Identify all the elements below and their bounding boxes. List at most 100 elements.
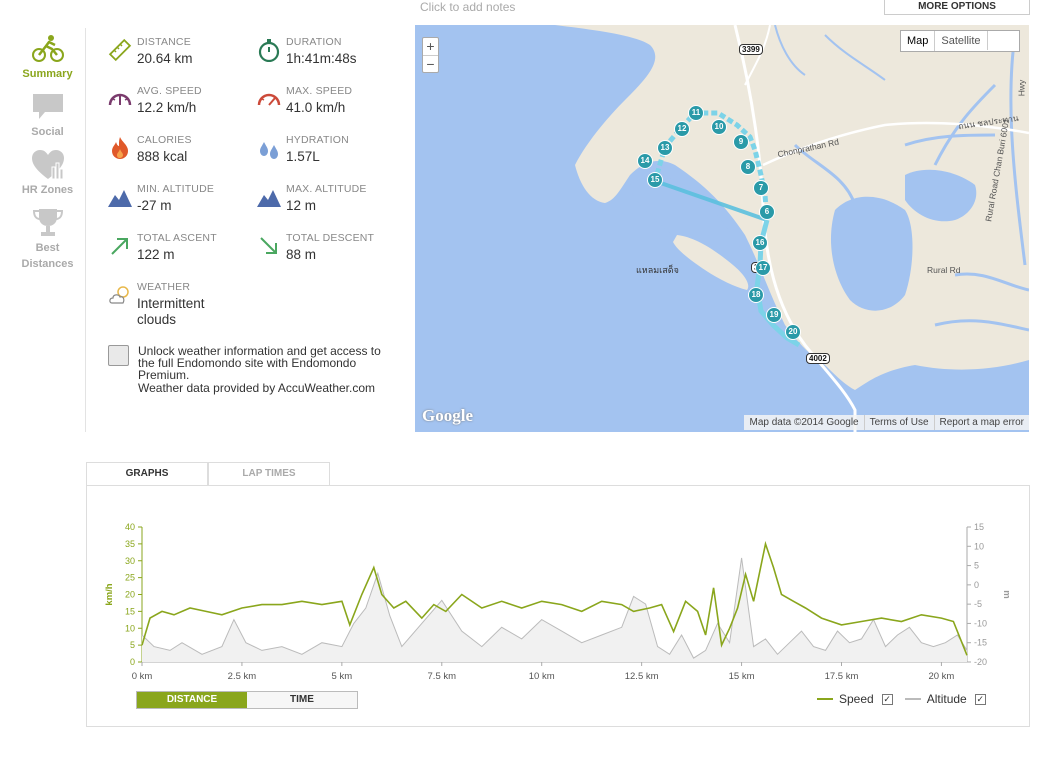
nav-social[interactable]: Social <box>10 90 85 140</box>
zoom-in-button[interactable]: + <box>426 38 435 54</box>
y-tick-label: 30 <box>125 556 135 566</box>
y-tick-label: 10 <box>125 623 135 633</box>
stat-total-ascent: TOTAL ASCENT 122 m <box>108 232 253 276</box>
arrow-down-right-icon <box>260 237 277 254</box>
gauge-icon <box>108 93 132 106</box>
stat-value: 20.64 km <box>137 51 193 66</box>
stat-max-altitude: MAX. ALTITUDE 12 m <box>257 183 402 227</box>
report-map-error-link[interactable]: Report a map error <box>933 415 1029 430</box>
stat-hydration: HYDRATION 1.57L <box>257 134 402 178</box>
stat-value: 12 m <box>286 198 317 213</box>
stat-value: 12.2 km/h <box>137 100 197 115</box>
trophy-icon <box>32 209 63 236</box>
nav-summary[interactable]: Summary <box>10 32 85 82</box>
route-marker[interactable]: 16 <box>752 235 768 251</box>
stat-value: 122 m <box>137 247 175 262</box>
y-tick-label: 20 <box>125 590 135 600</box>
y2-axis-label: m <box>1001 590 1012 598</box>
nav-label: HR Zones <box>21 184 74 196</box>
route-map[interactable]: + − Map Satellite แหลมเสด็จ Chonprathan … <box>415 25 1029 432</box>
x-tick-label: 5 km <box>332 671 353 682</box>
stat-total-descent: TOTAL DESCENT 88 m <box>257 232 402 276</box>
ruler-icon <box>108 38 132 62</box>
stat-min-altitude: MIN. ALTITUDE -27 m <box>108 183 253 227</box>
x-tick-label: 12.5 km <box>625 671 659 682</box>
more-options-button[interactable]: MORE OPTIONS <box>884 0 1030 15</box>
stat-label: HYDRATION <box>286 134 349 146</box>
chart-legend: Speed ✓ Altitude ✓ <box>817 692 998 706</box>
stat-label: DISTANCE <box>137 36 191 48</box>
route-shield: 3399 <box>739 44 763 55</box>
stat-label: AVG. SPEED <box>137 85 202 97</box>
route-marker[interactable]: 8 <box>740 159 756 175</box>
flame-icon <box>112 137 128 159</box>
route-marker[interactable]: 15 <box>647 172 663 188</box>
route-marker[interactable]: 17 <box>755 260 771 276</box>
route-marker[interactable]: 9 <box>733 134 749 150</box>
speed-altitude-chart: 0 5 10 15 20 25 30 35 40 -20 -15 -10 -5 0 5 10 15 0 km 2.5… <box>104 522 1012 682</box>
premium-text[interactable]: Unlock weather information and get acces… <box>138 344 381 382</box>
zoom-control: + − <box>422 37 439 73</box>
stat-label: CALORIES <box>137 134 192 146</box>
altitude-line <box>141 557 968 659</box>
y2-tick-label: -20 <box>974 657 987 667</box>
tab-graphs[interactable]: GRAPHS <box>86 462 208 486</box>
route-marker[interactable]: 18 <box>748 287 764 303</box>
route-marker[interactable]: 7 <box>753 180 769 196</box>
left-nav: Summary Social HR Zones Best Distances <box>10 28 86 432</box>
y2-tick-label: 5 <box>974 561 979 571</box>
y2-tick-label: -10 <box>974 618 987 628</box>
stat-label: MAX. ALTITUDE <box>286 183 367 195</box>
stat-value: 88 m <box>286 247 317 262</box>
road-label: Rural Rd <box>927 265 961 275</box>
route-marker[interactable]: 6 <box>759 204 775 220</box>
nav-best-distances[interactable]: Best Distances <box>10 206 85 272</box>
terms-of-use-link[interactable]: Terms of Use <box>863 415 934 430</box>
stat-value: -27 m <box>137 198 172 213</box>
y2-tick-label: 0 <box>974 580 979 590</box>
route-marker[interactable]: 14 <box>637 153 653 169</box>
x-tick-label: 15 km <box>729 671 755 682</box>
partly-cloudy-icon <box>109 286 129 304</box>
stat-label: MIN. ALTITUDE <box>137 183 215 195</box>
altitude-swatch <box>904 698 921 700</box>
route-marker[interactable]: 19 <box>766 307 782 323</box>
route-marker[interactable]: 10 <box>711 119 727 135</box>
x-tick-label: 0 km <box>132 671 153 682</box>
stat-value: 41.0 km/h <box>286 100 346 115</box>
y-tick-label: 25 <box>125 573 135 583</box>
tab-lap-times[interactable]: LAP TIMES <box>208 462 330 486</box>
legend-altitude-label: Altitude <box>926 692 967 706</box>
stat-label: TOTAL DESCENT <box>286 232 375 244</box>
distance-mode-button[interactable]: DISTANCE <box>137 692 247 708</box>
notes-placeholder[interactable]: Click to add notes <box>420 0 516 14</box>
route-marker[interactable]: 11 <box>688 105 704 121</box>
cyclist-icon <box>31 35 64 62</box>
weather-attribution: Weather data provided by AccuWeather.com <box>138 381 376 395</box>
stat-avg-speed: AVG. SPEED 12.2 km/h <box>108 85 253 129</box>
y-tick-label: 15 <box>125 606 135 616</box>
x-tick-label: 17.5 km <box>825 671 859 682</box>
speed-line <box>141 540 968 656</box>
y-tick-label: 0 <box>130 657 135 667</box>
map-type-satellite-button[interactable]: Satellite <box>934 31 986 51</box>
nav-hr-zones[interactable]: HR Zones <box>10 148 85 198</box>
fullscreen-toggle[interactable] <box>986 31 1019 50</box>
altitude-area <box>142 557 967 662</box>
map-type-map-button[interactable]: Map <box>907 35 929 47</box>
route-marker[interactable]: 20 <box>785 324 801 340</box>
time-mode-button[interactable]: TIME <box>247 692 357 708</box>
map-data-attribution: Map data ©2014 Google <box>749 417 859 428</box>
speedometer-icon <box>257 93 281 106</box>
axis-mode-toggle: DISTANCE TIME <box>136 691 358 709</box>
x-tick-label: 10 km <box>529 671 555 682</box>
stat-value: 888 kcal <box>137 149 188 164</box>
zoom-out-button[interactable]: − <box>423 55 438 72</box>
route-marker[interactable]: 13 <box>657 140 673 156</box>
stopwatch-icon <box>258 39 280 62</box>
speed-checkbox[interactable]: ✓ <box>881 693 893 705</box>
legend-speed-label: Speed <box>839 692 874 706</box>
route-marker[interactable]: 12 <box>674 121 690 137</box>
altitude-checkbox[interactable]: ✓ <box>974 693 986 705</box>
water-drops-icon <box>260 142 278 159</box>
